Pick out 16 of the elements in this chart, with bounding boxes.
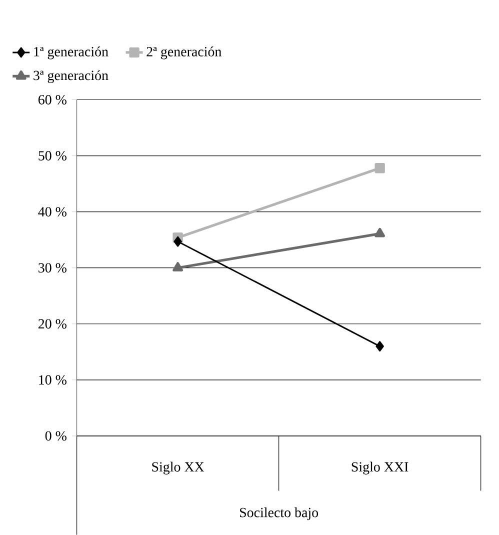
y-tick-label: 50 % (38, 151, 67, 161)
point (374, 163, 386, 174)
legend-label: 2ª generación (146, 46, 222, 60)
y-tick-label: 30 % (38, 263, 67, 273)
y-tick-label: 10 % (39, 375, 67, 385)
point (174, 236, 182, 247)
y-tick-label: 40 % (38, 207, 67, 217)
point (376, 341, 384, 352)
y-tick-label: 60 % (38, 95, 67, 104)
legend-label: 1ª generación (34, 46, 108, 60)
y-tick-label: 20 % (38, 319, 67, 329)
y-tick-label: 0 % (46, 431, 67, 441)
legend-label: 3ª generación (34, 70, 108, 84)
x-tick-label: Siglo XXI (352, 462, 408, 474)
x-tick-label: Siglo XX (152, 462, 204, 474)
x-axis-title: Socilecto bajo (240, 507, 318, 520)
